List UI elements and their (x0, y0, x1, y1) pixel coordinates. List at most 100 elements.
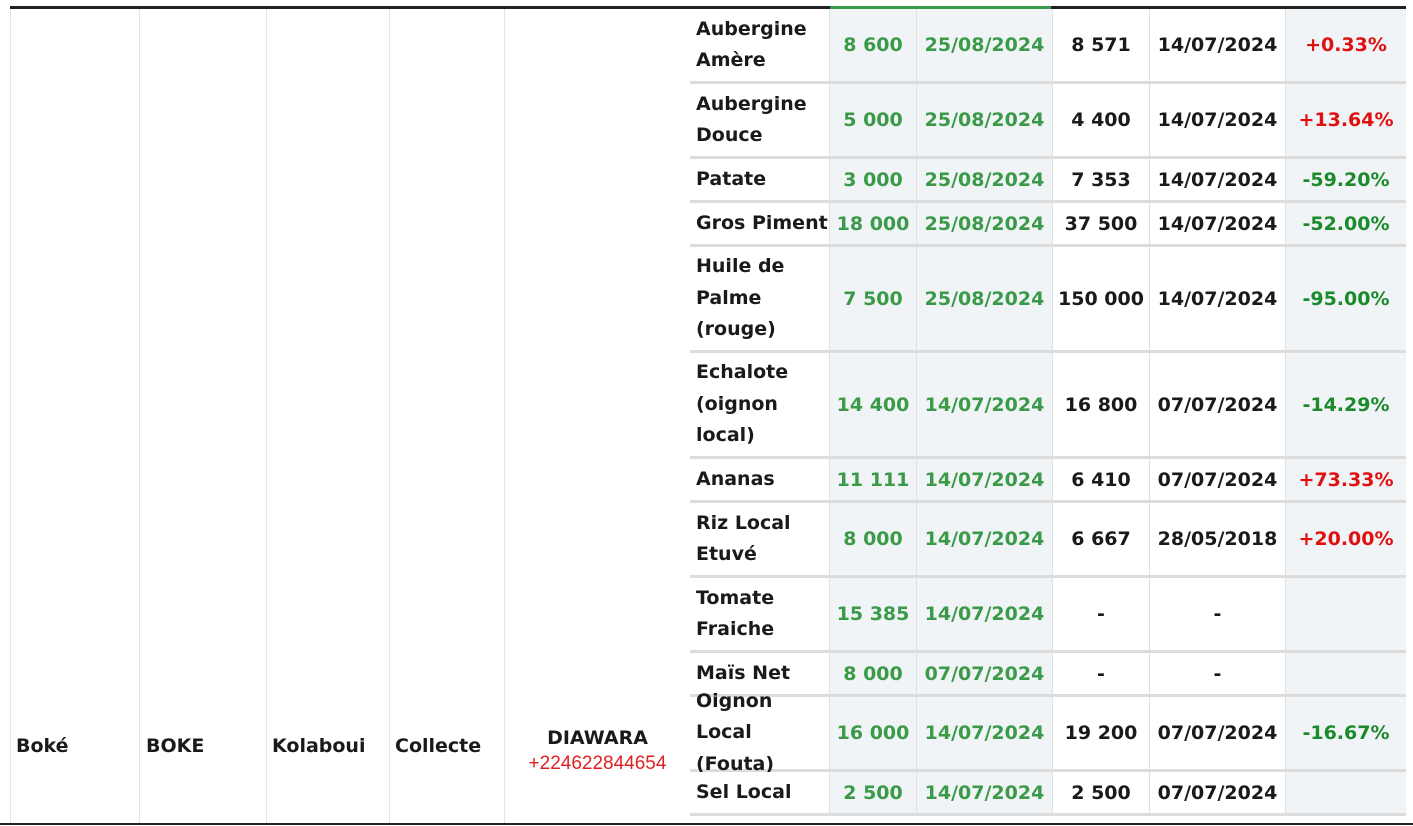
previous-date: 07/07/2024 (1149, 697, 1285, 769)
price-variation (1285, 653, 1406, 694)
previous-price: 2 500 (1052, 772, 1149, 813)
current-date: 07/07/2024 (916, 653, 1052, 694)
price-variation: -14.29% (1285, 353, 1406, 456)
current-date: 14/07/2024 (916, 772, 1052, 813)
table-row: Aubergine Douce 5 000 25/08/2024 4 400 14/07… (690, 84, 1406, 159)
table-row: Oignon Local (Fouta) 16 000 14/07/2024 19 2… (690, 690, 1406, 775)
current-date: 14/07/2024 (916, 697, 1052, 769)
previous-date: 14/07/2024 (1149, 159, 1285, 200)
column-divider (10, 9, 11, 823)
current-date: 25/08/2024 (916, 159, 1052, 200)
table-row: Aubergine Amère 8 600 25/08/2024 8 571 14/07… (690, 9, 1406, 84)
current-price: 15 385 (829, 578, 916, 650)
current-price: 7 500 (829, 247, 916, 350)
column-divider (139, 9, 140, 823)
agent-cell: DIAWARA +224622844654 (505, 727, 690, 775)
current-price: 16 000 (829, 697, 916, 769)
price-variation: +13.64% (1285, 84, 1406, 156)
price-variation: +73.33% (1285, 459, 1406, 500)
previous-price: 16 800 (1052, 353, 1149, 456)
product-name: Ananas (690, 459, 829, 500)
current-price: 8 600 (829, 9, 916, 81)
current-price: 11 111 (829, 459, 916, 500)
table-row: Huile de Palme (rouge) 7 500 25/08/2024 150… (690, 247, 1406, 353)
column-divider (389, 9, 390, 823)
agent-phone[interactable]: +224622844654 (528, 753, 667, 774)
table-row: Patate 3 000 25/08/2024 7 353 14/07/2024 -59.… (690, 159, 1406, 203)
product-name: Aubergine Douce (690, 84, 829, 156)
previous-date: 14/07/2024 (1149, 203, 1285, 244)
product-name: Riz Local Etuvé (690, 503, 829, 575)
previous-date: 28/05/2018 (1149, 503, 1285, 575)
product-name: Sel Local (690, 772, 829, 813)
previous-price: - (1052, 578, 1149, 650)
previous-date: - (1149, 578, 1285, 650)
region-cell: Boké (16, 735, 69, 757)
current-date: 14/07/2024 (916, 459, 1052, 500)
current-price: 14 400 (829, 353, 916, 456)
product-name: Oignon Local (Fouta) (690, 690, 829, 775)
column-divider (504, 9, 505, 823)
price-variation (1285, 772, 1406, 813)
price-variation: -59.20% (1285, 159, 1406, 200)
table-row: Echalote (oignon local) 14 400 14/07/2024 1… (690, 353, 1406, 459)
price-variation: -52.00% (1285, 203, 1406, 244)
product-name: Gros Piment (690, 203, 829, 244)
table-row: Gros Piment 18 000 25/08/2024 37 500 14/07/2… (690, 203, 1406, 247)
product-name: Aubergine Amère (690, 9, 829, 81)
product-name: Tomate Fraiche (690, 578, 829, 650)
previous-price: 6 410 (1052, 459, 1149, 500)
table-row: Sel Local 2 500 14/07/2024 2 500 07/07/2024 (690, 772, 1406, 816)
previous-price: 19 200 (1052, 697, 1149, 769)
previous-price: 6 667 (1052, 503, 1149, 575)
table-row: Maïs Net 8 000 07/07/2024- - (690, 653, 1406, 697)
previous-date: 14/07/2024 (1149, 247, 1285, 350)
current-date: 14/07/2024 (916, 503, 1052, 575)
previous-price: 7 353 (1052, 159, 1149, 200)
price-variation (1285, 578, 1406, 650)
current-price: 18 000 (829, 203, 916, 244)
previous-price: 8 571 (1052, 9, 1149, 81)
current-date: 14/07/2024 (916, 578, 1052, 650)
market-type-cell: Collecte (395, 735, 482, 757)
price-variation: +20.00% (1285, 503, 1406, 575)
previous-price: - (1052, 653, 1149, 694)
product-name: Maïs Net (690, 653, 829, 694)
previous-price: 4 400 (1052, 84, 1149, 156)
current-price: 3 000 (829, 159, 916, 200)
price-variation: -16.67% (1285, 697, 1406, 769)
product-name: Echalote (oignon local) (690, 353, 829, 456)
product-name: Patate (690, 159, 829, 200)
agent-name: DIAWARA (547, 727, 648, 749)
current-price: 2 500 (829, 772, 916, 813)
previous-date: 14/07/2024 (1149, 9, 1285, 81)
previous-price: 37 500 (1052, 203, 1149, 244)
table-top-border (10, 6, 1406, 9)
product-name: Huile de Palme (rouge) (690, 247, 829, 350)
market-cell: Kolaboui (272, 735, 366, 757)
table-row: Riz Local Etuvé 8 000 14/07/2024 6 667 28/05… (690, 503, 1406, 578)
current-date: 14/07/2024 (916, 353, 1052, 456)
current-date: 25/08/2024 (916, 84, 1052, 156)
table-bottom-border (0, 823, 1413, 825)
prefecture-cell: BOKE (146, 735, 205, 757)
current-price: 8 000 (829, 503, 916, 575)
previous-date: 14/07/2024 (1149, 84, 1285, 156)
price-variation: -95.00% (1285, 247, 1406, 350)
current-price: 5 000 (829, 84, 916, 156)
price-variation: +0.33% (1285, 9, 1406, 81)
previous-date: - (1149, 653, 1285, 694)
column-divider (266, 9, 267, 823)
price-table: Aubergine Amère 8 600 25/08/2024 8 571 14/07… (690, 9, 1406, 816)
previous-date: 07/07/2024 (1149, 459, 1285, 500)
previous-price: 150 000 (1052, 247, 1149, 350)
table-row: Ananas 11 111 14/07/2024 6 410 07/07/2024 +73… (690, 459, 1406, 503)
current-date: 25/08/2024 (916, 9, 1052, 81)
current-price: 8 000 (829, 653, 916, 694)
previous-date: 07/07/2024 (1149, 772, 1285, 813)
current-price-header-accent (830, 6, 1051, 9)
previous-date: 07/07/2024 (1149, 353, 1285, 456)
table-row: Tomate Fraiche 15 385 14/07/2024- - (690, 578, 1406, 653)
current-date: 25/08/2024 (916, 203, 1052, 244)
current-date: 25/08/2024 (916, 247, 1052, 350)
